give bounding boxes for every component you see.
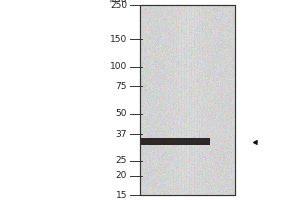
Text: 75: 75: [116, 82, 127, 91]
Text: 37: 37: [116, 130, 127, 139]
Text: 250: 250: [110, 0, 127, 9]
Bar: [142, 140, 208, 143]
Text: 25: 25: [116, 156, 127, 165]
Bar: [140, 5, 235, 195]
Text: 100: 100: [110, 62, 127, 71]
Text: 50: 50: [116, 109, 127, 118]
Text: 15: 15: [116, 190, 127, 200]
Text: kDa: kDa: [110, 0, 127, 3]
Text: 20: 20: [116, 171, 127, 180]
Text: 150: 150: [110, 35, 127, 44]
Bar: [140, 5, 235, 195]
Bar: [140, 138, 210, 145]
